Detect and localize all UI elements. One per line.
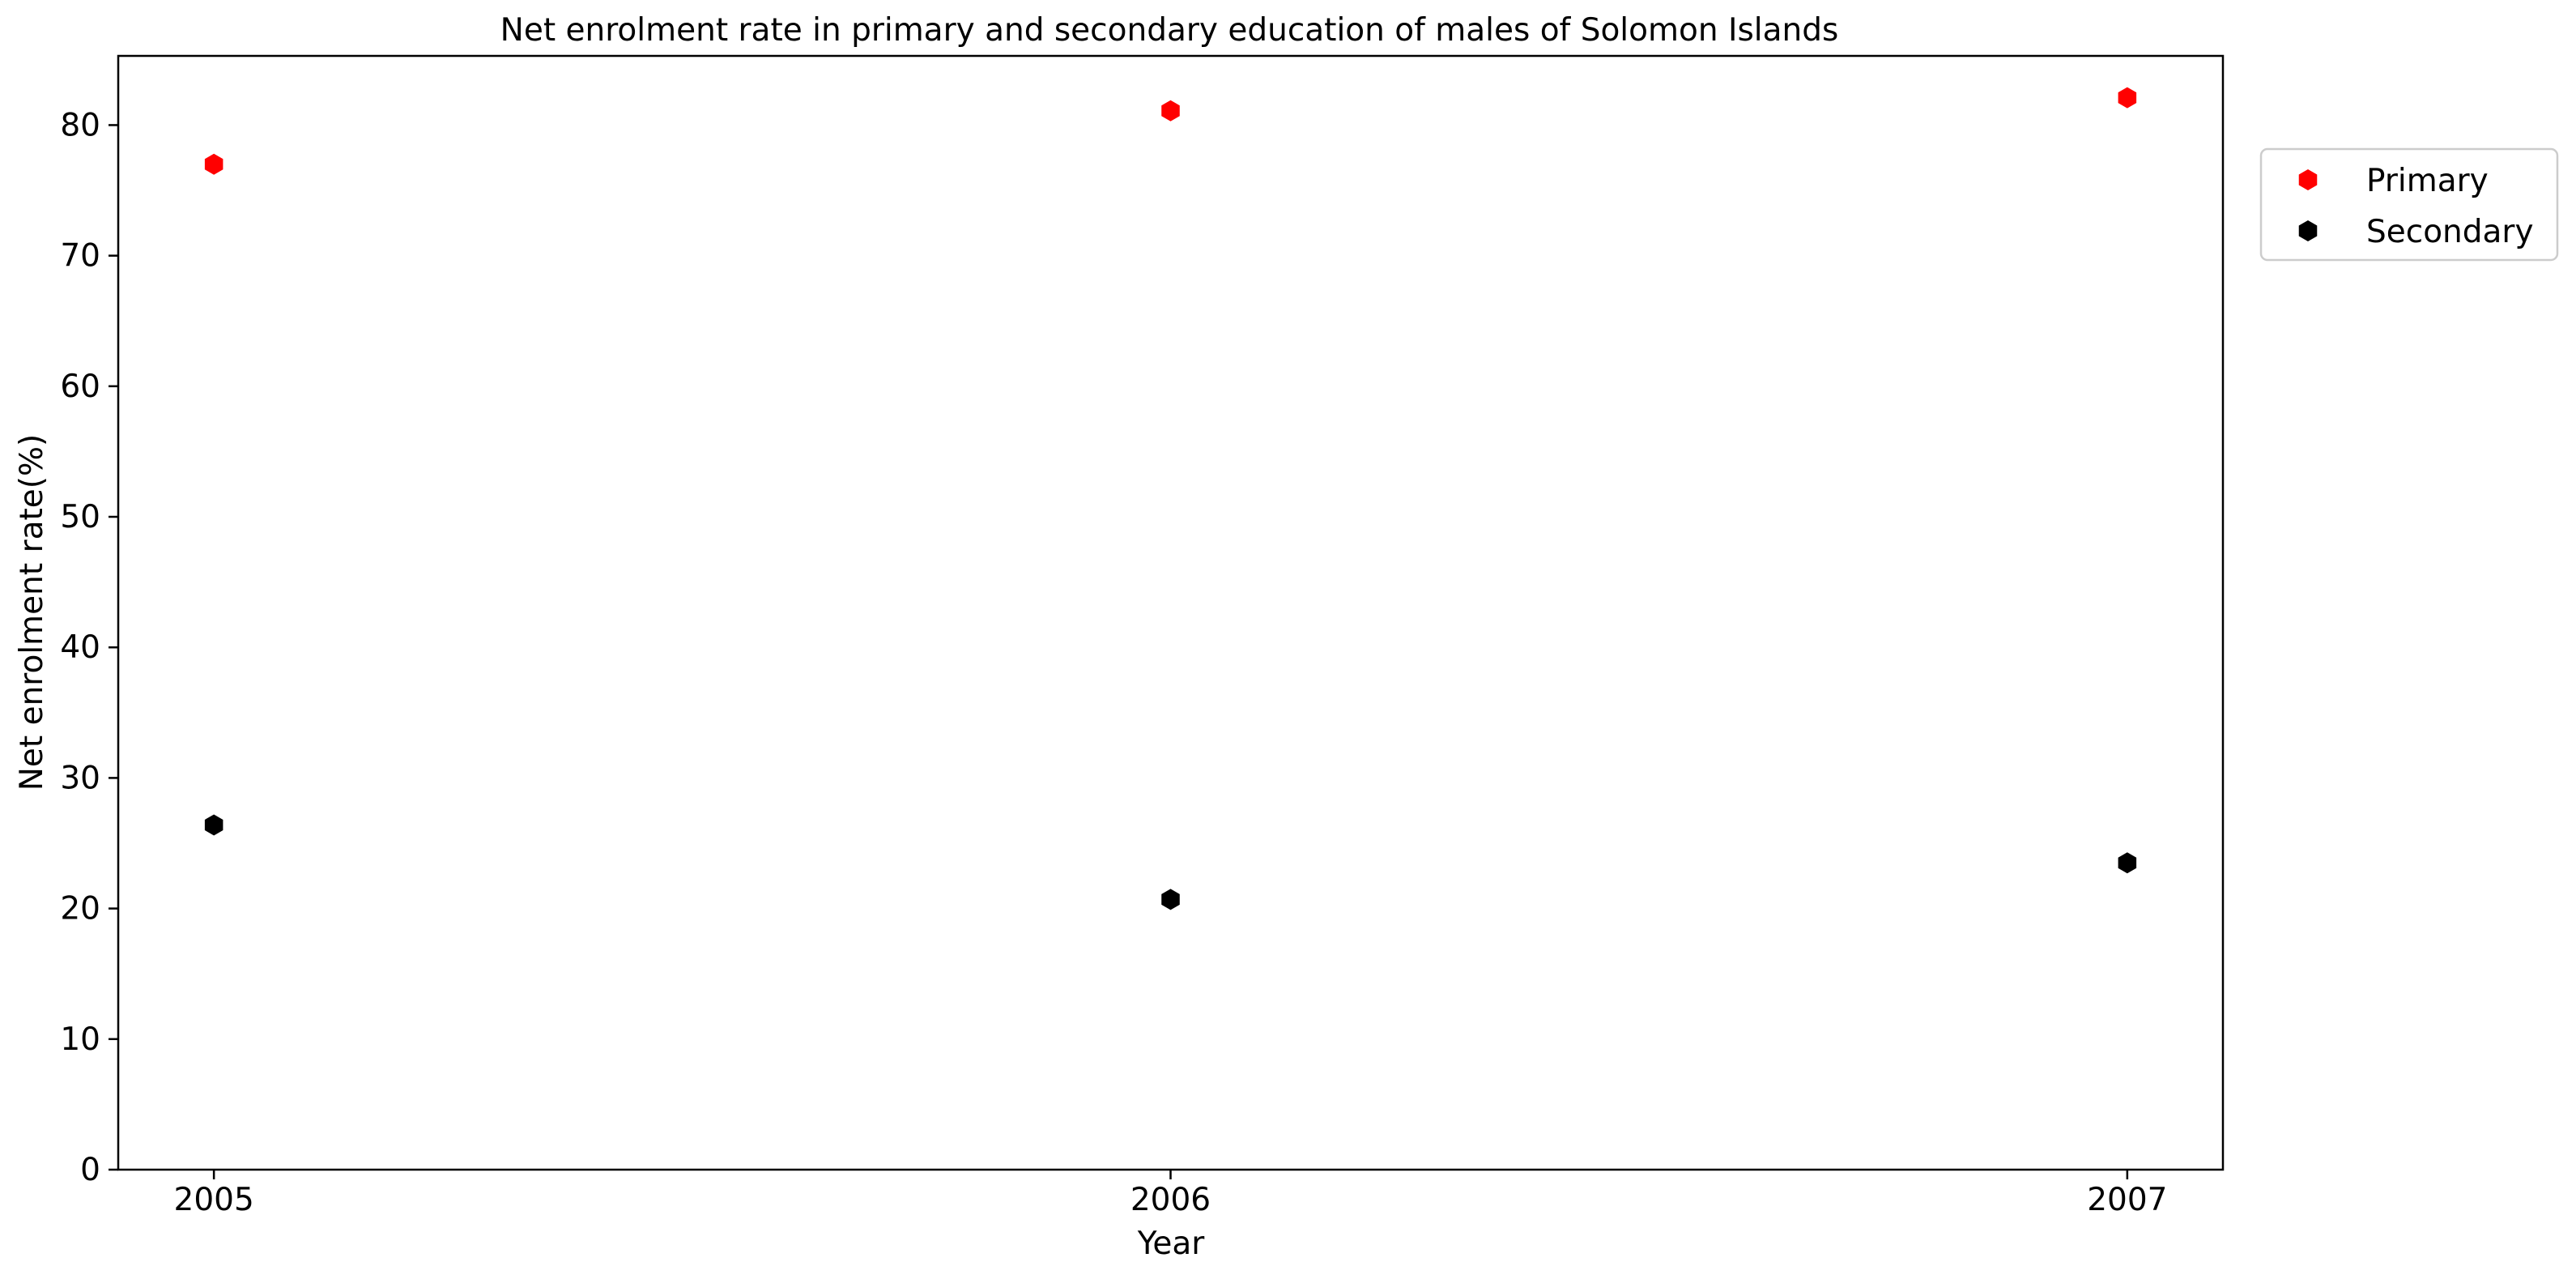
y-tick-label: 70 [60,238,100,275]
y-tick-label: 60 [60,369,100,405]
y-axis-label: Net enrolment rate(%) [14,434,50,791]
x-axis: 2005 2006 2007 [174,1170,2167,1218]
y-axis: 0 10 20 30 40 50 60 70 80 [60,107,118,1188]
y-tick-label: 80 [60,107,100,143]
point-primary-2007 [2118,87,2137,109]
x-tick-label: 2005 [174,1182,254,1218]
y-tick-label: 40 [60,629,100,666]
legend-label-primary: Primary [2366,163,2489,199]
x-tick-label: 2006 [1130,1182,1211,1218]
y-tick-label: 30 [60,760,100,796]
point-primary-2005 [204,153,224,175]
legend: Primary Secondary [2259,147,2559,262]
legend-box [2259,147,2559,262]
point-secondary-2006 [1161,889,1180,910]
x-axis-label: Year [1137,1226,1206,1262]
legend-marker-secondary [2298,220,2318,241]
y-tick-label: 10 [60,1021,100,1058]
point-secondary-2005 [204,814,224,836]
legend-label-secondary: Secondary [2366,214,2534,250]
y-tick-label: 50 [60,499,100,535]
point-secondary-2007 [2118,852,2137,874]
x-tick-label: 2007 [2087,1182,2167,1218]
y-tick-label: 20 [60,891,100,927]
data-points [204,87,2137,910]
chart-title: Net enrolment rate in primary and second… [500,12,1839,49]
y-tick-label: 0 [80,1152,100,1188]
point-primary-2006 [1161,100,1180,122]
legend-marker-primary [2298,169,2318,190]
